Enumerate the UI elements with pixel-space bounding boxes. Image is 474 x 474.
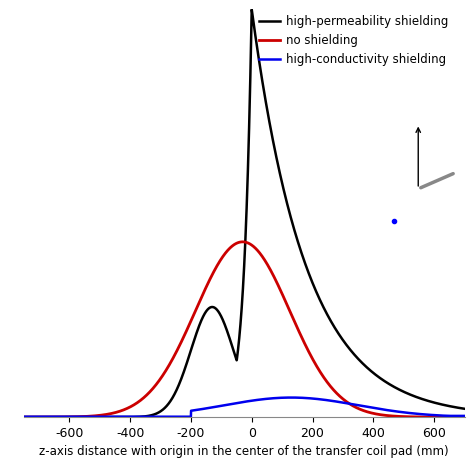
no shielding	[462, 414, 467, 420]
high-conductivity shielding	[21, 414, 27, 419]
no shielding	[21, 414, 27, 420]
high-conductivity shielding	[288, 395, 294, 401]
no shielding	[240, 239, 246, 245]
Legend: high-permeability shielding, no shielding, high-conductivity shielding: high-permeability shielding, no shieldin…	[259, 15, 448, 66]
no shielding	[383, 412, 389, 418]
high-permeability shielding	[350, 350, 356, 356]
high-conductivity shielding	[383, 407, 389, 413]
no shielding	[308, 352, 313, 358]
X-axis label: z-axis distance with origin in the center of the transfer coil pad (mm): z-axis distance with origin in the cente…	[39, 446, 449, 458]
high-conductivity shielding	[189, 408, 195, 413]
no shielding	[350, 403, 356, 409]
high-permeability shielding	[462, 406, 467, 411]
high-conductivity shielding	[308, 395, 313, 401]
high-conductivity shielding	[462, 413, 467, 419]
high-conductivity shielding	[350, 401, 356, 407]
high-permeability shielding	[285, 205, 291, 210]
Line: high-permeability shielding: high-permeability shielding	[24, 9, 465, 417]
Line: no shielding: no shielding	[24, 242, 465, 417]
high-permeability shielding	[101, 414, 107, 420]
no shielding	[285, 304, 291, 310]
high-permeability shielding	[383, 379, 389, 385]
high-permeability shielding	[21, 414, 27, 420]
high-permeability shielding	[308, 275, 313, 281]
high-conductivity shielding	[101, 414, 107, 419]
high-permeability shielding	[249, 7, 255, 12]
no shielding	[101, 412, 107, 418]
high-permeability shielding	[189, 344, 195, 349]
no shielding	[189, 316, 195, 321]
Line: high-conductivity shielding: high-conductivity shielding	[24, 398, 465, 417]
high-conductivity shielding	[285, 395, 291, 401]
